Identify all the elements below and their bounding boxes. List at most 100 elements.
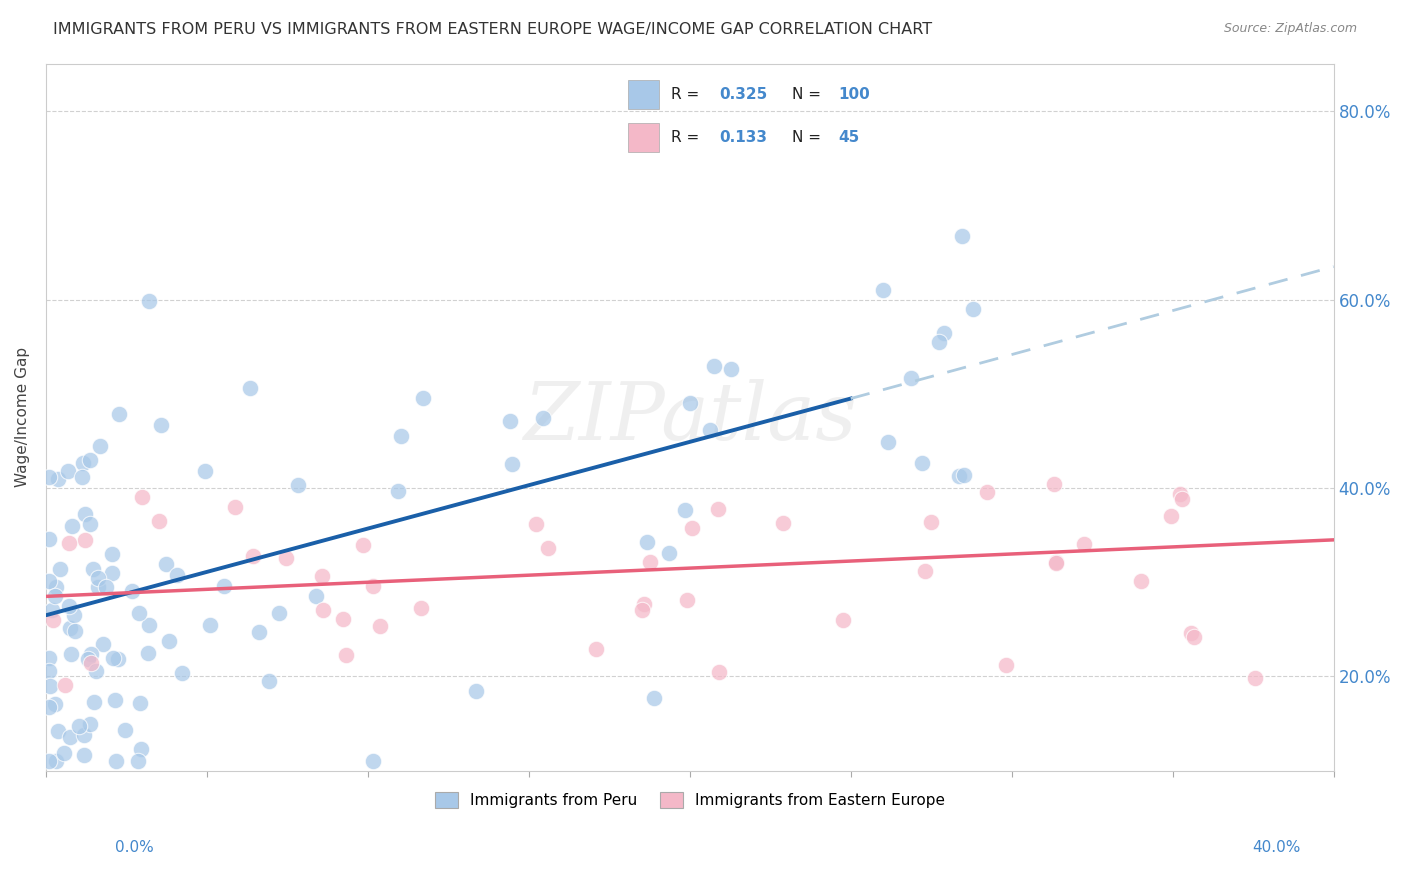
Point — [44, 589, 66, 603]
Point — [73, 533, 96, 547]
Point — [72, 456, 94, 470]
Point — [352, 538, 374, 552]
Point — [127, 754, 149, 768]
Point — [1170, 487, 1192, 501]
Point — [87, 580, 110, 594]
Point — [332, 612, 354, 626]
Point — [148, 514, 170, 528]
Point — [994, 657, 1017, 672]
Point — [138, 293, 160, 308]
Point — [876, 434, 898, 449]
Point — [59, 731, 82, 745]
Point — [56, 464, 79, 478]
Point — [79, 516, 101, 531]
Point — [73, 507, 96, 521]
Point — [60, 519, 83, 533]
Point — [501, 457, 523, 471]
Point — [312, 603, 335, 617]
Point — [73, 728, 96, 742]
Point — [832, 613, 855, 627]
Point — [1045, 555, 1067, 569]
Point — [638, 555, 661, 569]
Point — [53, 678, 76, 692]
Text: Source: ZipAtlas.com: Source: ZipAtlas.com — [1223, 22, 1357, 36]
Point — [679, 396, 702, 410]
Point — [60, 647, 83, 661]
Point — [928, 334, 950, 349]
Point — [107, 651, 129, 665]
Point — [287, 477, 309, 491]
Text: N =: N = — [792, 87, 825, 102]
Point — [499, 413, 522, 427]
Point — [720, 362, 742, 376]
Point — [83, 695, 105, 709]
Point — [368, 618, 391, 632]
Point — [94, 581, 117, 595]
Point — [121, 583, 143, 598]
Point — [707, 501, 730, 516]
Text: R =: R = — [671, 87, 704, 102]
Point — [224, 500, 246, 515]
Point — [411, 601, 433, 615]
Point — [128, 607, 150, 621]
Point — [45, 754, 67, 768]
Point — [104, 693, 127, 707]
Point — [1045, 556, 1067, 570]
Point — [44, 697, 66, 711]
Point — [872, 283, 894, 297]
Point — [49, 562, 72, 576]
Point — [658, 546, 681, 560]
Point — [274, 551, 297, 566]
Point — [948, 469, 970, 483]
Point — [465, 684, 488, 698]
Point — [267, 606, 290, 620]
Point — [1073, 537, 1095, 551]
Point — [707, 665, 730, 680]
Text: 0.0%: 0.0% — [115, 840, 155, 855]
Legend: Immigrants from Peru, Immigrants from Eastern Europe: Immigrants from Peru, Immigrants from Ea… — [427, 785, 953, 816]
Point — [170, 665, 193, 680]
Text: IMMIGRANTS FROM PERU VS IMMIGRANTS FROM EASTERN EUROPE WAGE/INCOME GAP CORRELATI: IMMIGRANTS FROM PERU VS IMMIGRANTS FROM … — [53, 22, 932, 37]
Text: 40.0%: 40.0% — [1253, 840, 1301, 855]
Text: N =: N = — [792, 130, 825, 145]
Point — [38, 532, 60, 546]
Point — [91, 637, 114, 651]
Point — [79, 452, 101, 467]
Point — [914, 564, 936, 578]
Point — [131, 741, 153, 756]
Point — [194, 464, 217, 478]
Point — [585, 642, 607, 657]
Point — [138, 646, 160, 660]
Point — [531, 411, 554, 425]
Point — [58, 599, 80, 613]
Point — [699, 424, 721, 438]
Point — [89, 440, 111, 454]
Point — [1171, 492, 1194, 507]
Point — [38, 754, 60, 768]
Point — [52, 746, 75, 760]
Point — [38, 469, 60, 483]
Point — [84, 664, 107, 678]
Point — [77, 652, 100, 666]
Point — [772, 516, 794, 530]
Point — [104, 754, 127, 768]
Point — [45, 580, 67, 594]
Text: 45: 45 — [838, 130, 859, 145]
Point — [305, 589, 328, 603]
Point — [526, 516, 548, 531]
Point — [633, 598, 655, 612]
Point — [950, 229, 973, 244]
Point — [63, 608, 86, 623]
Point — [166, 568, 188, 582]
Point — [138, 617, 160, 632]
Point — [673, 503, 696, 517]
Point — [239, 381, 262, 395]
Point — [41, 613, 63, 627]
Point — [1180, 626, 1202, 640]
Point — [38, 650, 60, 665]
Point — [361, 579, 384, 593]
Point — [911, 456, 934, 470]
Point — [311, 568, 333, 582]
Point — [150, 418, 173, 433]
Point — [101, 547, 124, 561]
